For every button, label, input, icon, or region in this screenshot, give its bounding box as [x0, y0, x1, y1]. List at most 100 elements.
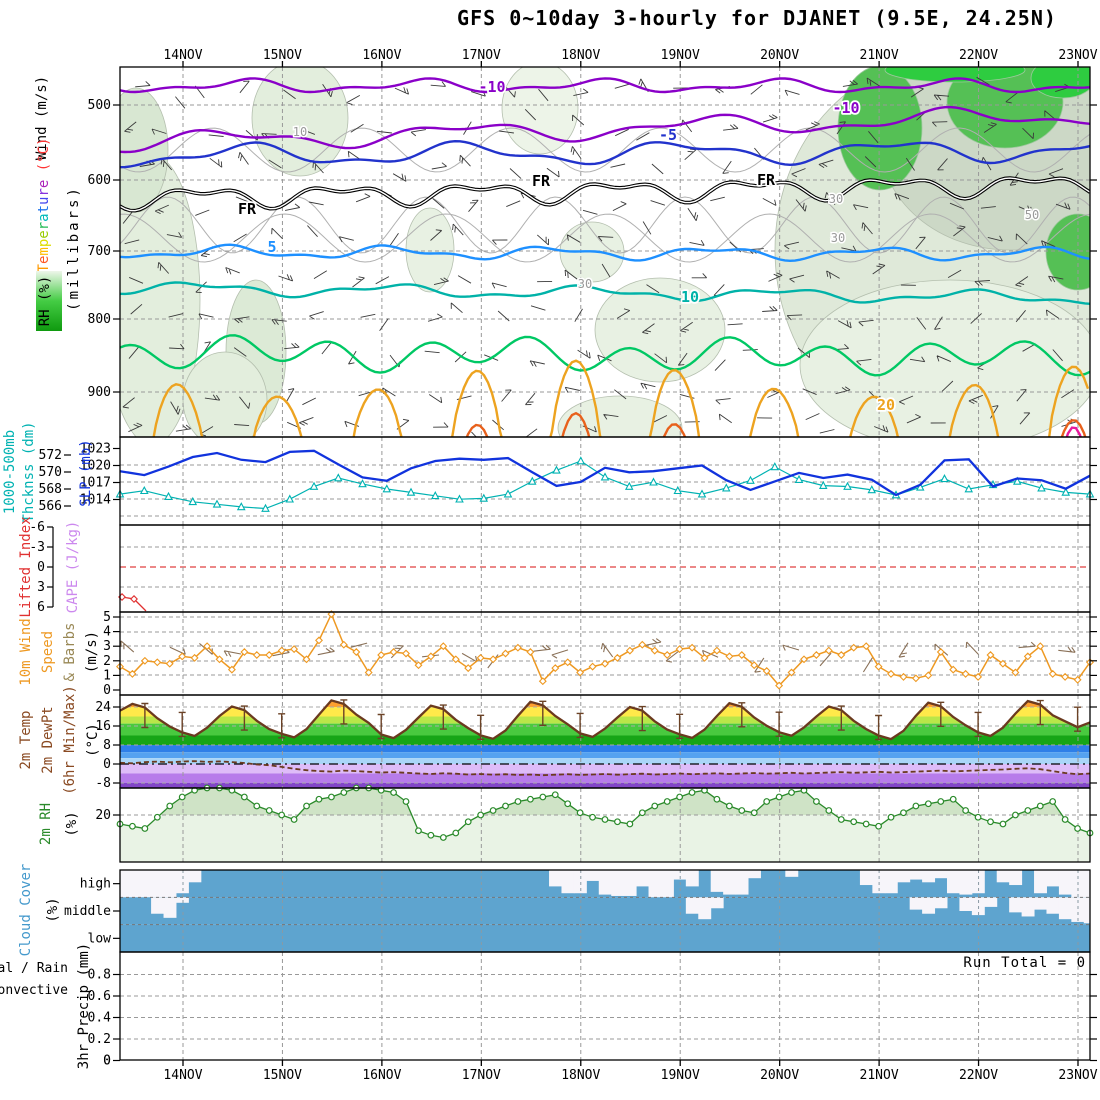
axis-label-slp: SLP (mb)	[78, 439, 94, 506]
precip-tick-label: 0.6	[88, 989, 111, 1004]
axis-label-3hr-precip: 3hr Precip (mm)	[76, 943, 92, 1069]
temp-tick-label: 16	[95, 719, 111, 734]
cloud-bar-high	[573, 870, 587, 894]
axis-label-cloud-pct: (%)	[45, 897, 61, 922]
rh-marker	[415, 827, 422, 835]
rh-shading-blob	[557, 395, 683, 437]
rh-contour-label: 30	[831, 231, 845, 245]
panel-border	[119, 951, 1091, 1061]
cloud-bar-middle	[959, 897, 973, 911]
cloud-bar-high	[1083, 870, 1090, 898]
rh-marker	[290, 816, 298, 823]
upper-air-panel: -10 -10 -5 FR FR FR 5 10 20 10 30 30 50 30	[120, 67, 1090, 437]
rh-marker	[663, 798, 671, 805]
x-axis-label-bottom: 22NOV	[959, 1068, 998, 1083]
cloud-bar-middle	[1083, 897, 1090, 924]
cloud-bar-high	[561, 870, 575, 894]
cloud-bar-high	[897, 870, 911, 883]
rh-marker	[153, 813, 161, 821]
rh-marker	[912, 802, 920, 810]
cloud-bar-middle	[984, 897, 998, 907]
rh-marker	[875, 822, 882, 830]
rh-marker	[813, 798, 820, 805]
rh-marker	[464, 818, 472, 826]
li-tick-label: 3	[37, 580, 45, 595]
cloud-bar-high	[1046, 870, 1060, 887]
axis-label-rh-pct: (%)	[64, 811, 80, 836]
cloud-bar-high	[188, 870, 202, 883]
contour-iso-30	[1065, 426, 1082, 437]
precip-tick-label: 0	[103, 1054, 111, 1069]
rh-marker	[788, 789, 795, 796]
x-axis-label-bottom: 19NOV	[661, 1068, 700, 1083]
cloud-bar-high	[126, 870, 140, 898]
temp-band	[120, 758, 1090, 764]
cloud-bar-high	[175, 870, 189, 894]
temp-band	[120, 773, 1090, 783]
temp2m-panel	[119, 695, 1091, 788]
slp-tick-label: 1023	[80, 442, 111, 457]
axis-label-ms: (m/s)	[84, 631, 100, 673]
cloud-bar-middle	[710, 897, 724, 909]
rh-marker	[974, 813, 982, 821]
precip-tick-label: 0.4	[88, 1011, 112, 1026]
rh-marker	[265, 807, 273, 814]
cloud-bar-high	[859, 870, 873, 886]
x-axis-label-top: 18NOV	[561, 48, 600, 63]
contour-label: 20	[877, 396, 895, 414]
rh-legend-swatch	[36, 271, 62, 331]
cloud-band-label: high	[80, 877, 111, 892]
wind-tick-label: 0	[103, 683, 111, 698]
x-axis-label-bottom: 15NOV	[263, 1068, 302, 1083]
cloud-bar-high	[660, 870, 674, 898]
rh-contour-label: 30	[578, 277, 592, 291]
axis-label-2m-temp: 2m Temp	[18, 710, 34, 769]
wind-tick-label: 1	[103, 668, 111, 683]
axis-label-rh: RH (%)	[37, 276, 53, 327]
rh-marker	[340, 789, 348, 796]
cloud-bar-high	[1009, 870, 1023, 886]
cloud-bar-middle	[1046, 897, 1060, 914]
rh-marker	[837, 816, 845, 823]
cloud-cover-panel	[120, 870, 1090, 952]
rh-marker	[489, 807, 497, 814]
rh-marker	[638, 809, 646, 817]
li-tick-label: 6	[37, 600, 45, 615]
cloud-bar-high	[1058, 870, 1072, 895]
rh-marker	[390, 789, 397, 796]
cloud-bar-high	[884, 870, 898, 894]
rh-marker	[539, 793, 547, 801]
contour-label: FR	[757, 171, 776, 189]
rh-marker	[614, 818, 621, 826]
cloud-band-label: middle	[64, 904, 111, 919]
rh-marker	[962, 807, 970, 814]
rh-marker	[477, 811, 485, 819]
contour-label: -10	[478, 78, 505, 96]
x-axis-label-bottom: 14NOV	[163, 1068, 202, 1083]
cloud-bar-high	[785, 870, 799, 877]
x-axis-label-top: 23NOV	[1058, 48, 1097, 63]
cloud-bar-high	[611, 870, 625, 896]
rh-marker	[750, 809, 758, 817]
page-title: GFS 0~10day 3-hourly for DJANET (9.5E, 2…	[457, 6, 1057, 30]
cloud-bar-high	[586, 870, 600, 881]
rh-fill-light	[120, 788, 1090, 862]
rh-marker	[924, 800, 932, 808]
cloud-bar-high	[959, 870, 973, 895]
rh-marker	[526, 795, 534, 803]
contour-iso-m10-upper	[120, 77, 1090, 94]
rh-marker	[713, 795, 721, 803]
minmax-bars	[141, 699, 1082, 741]
precip-tick-label: 0.8	[88, 968, 111, 983]
cloud-bar-high	[735, 870, 749, 895]
x-axis-label-top: 17NOV	[462, 48, 501, 63]
li-tick-label: 0	[37, 560, 45, 575]
x-axis-label-bottom: 21NOV	[860, 1068, 899, 1083]
rh-shading-blob	[251, 67, 349, 177]
rh-marker	[253, 802, 261, 810]
panel-border	[119, 611, 1091, 696]
rh-marker	[1061, 816, 1069, 823]
contour-label: 5	[267, 238, 276, 256]
